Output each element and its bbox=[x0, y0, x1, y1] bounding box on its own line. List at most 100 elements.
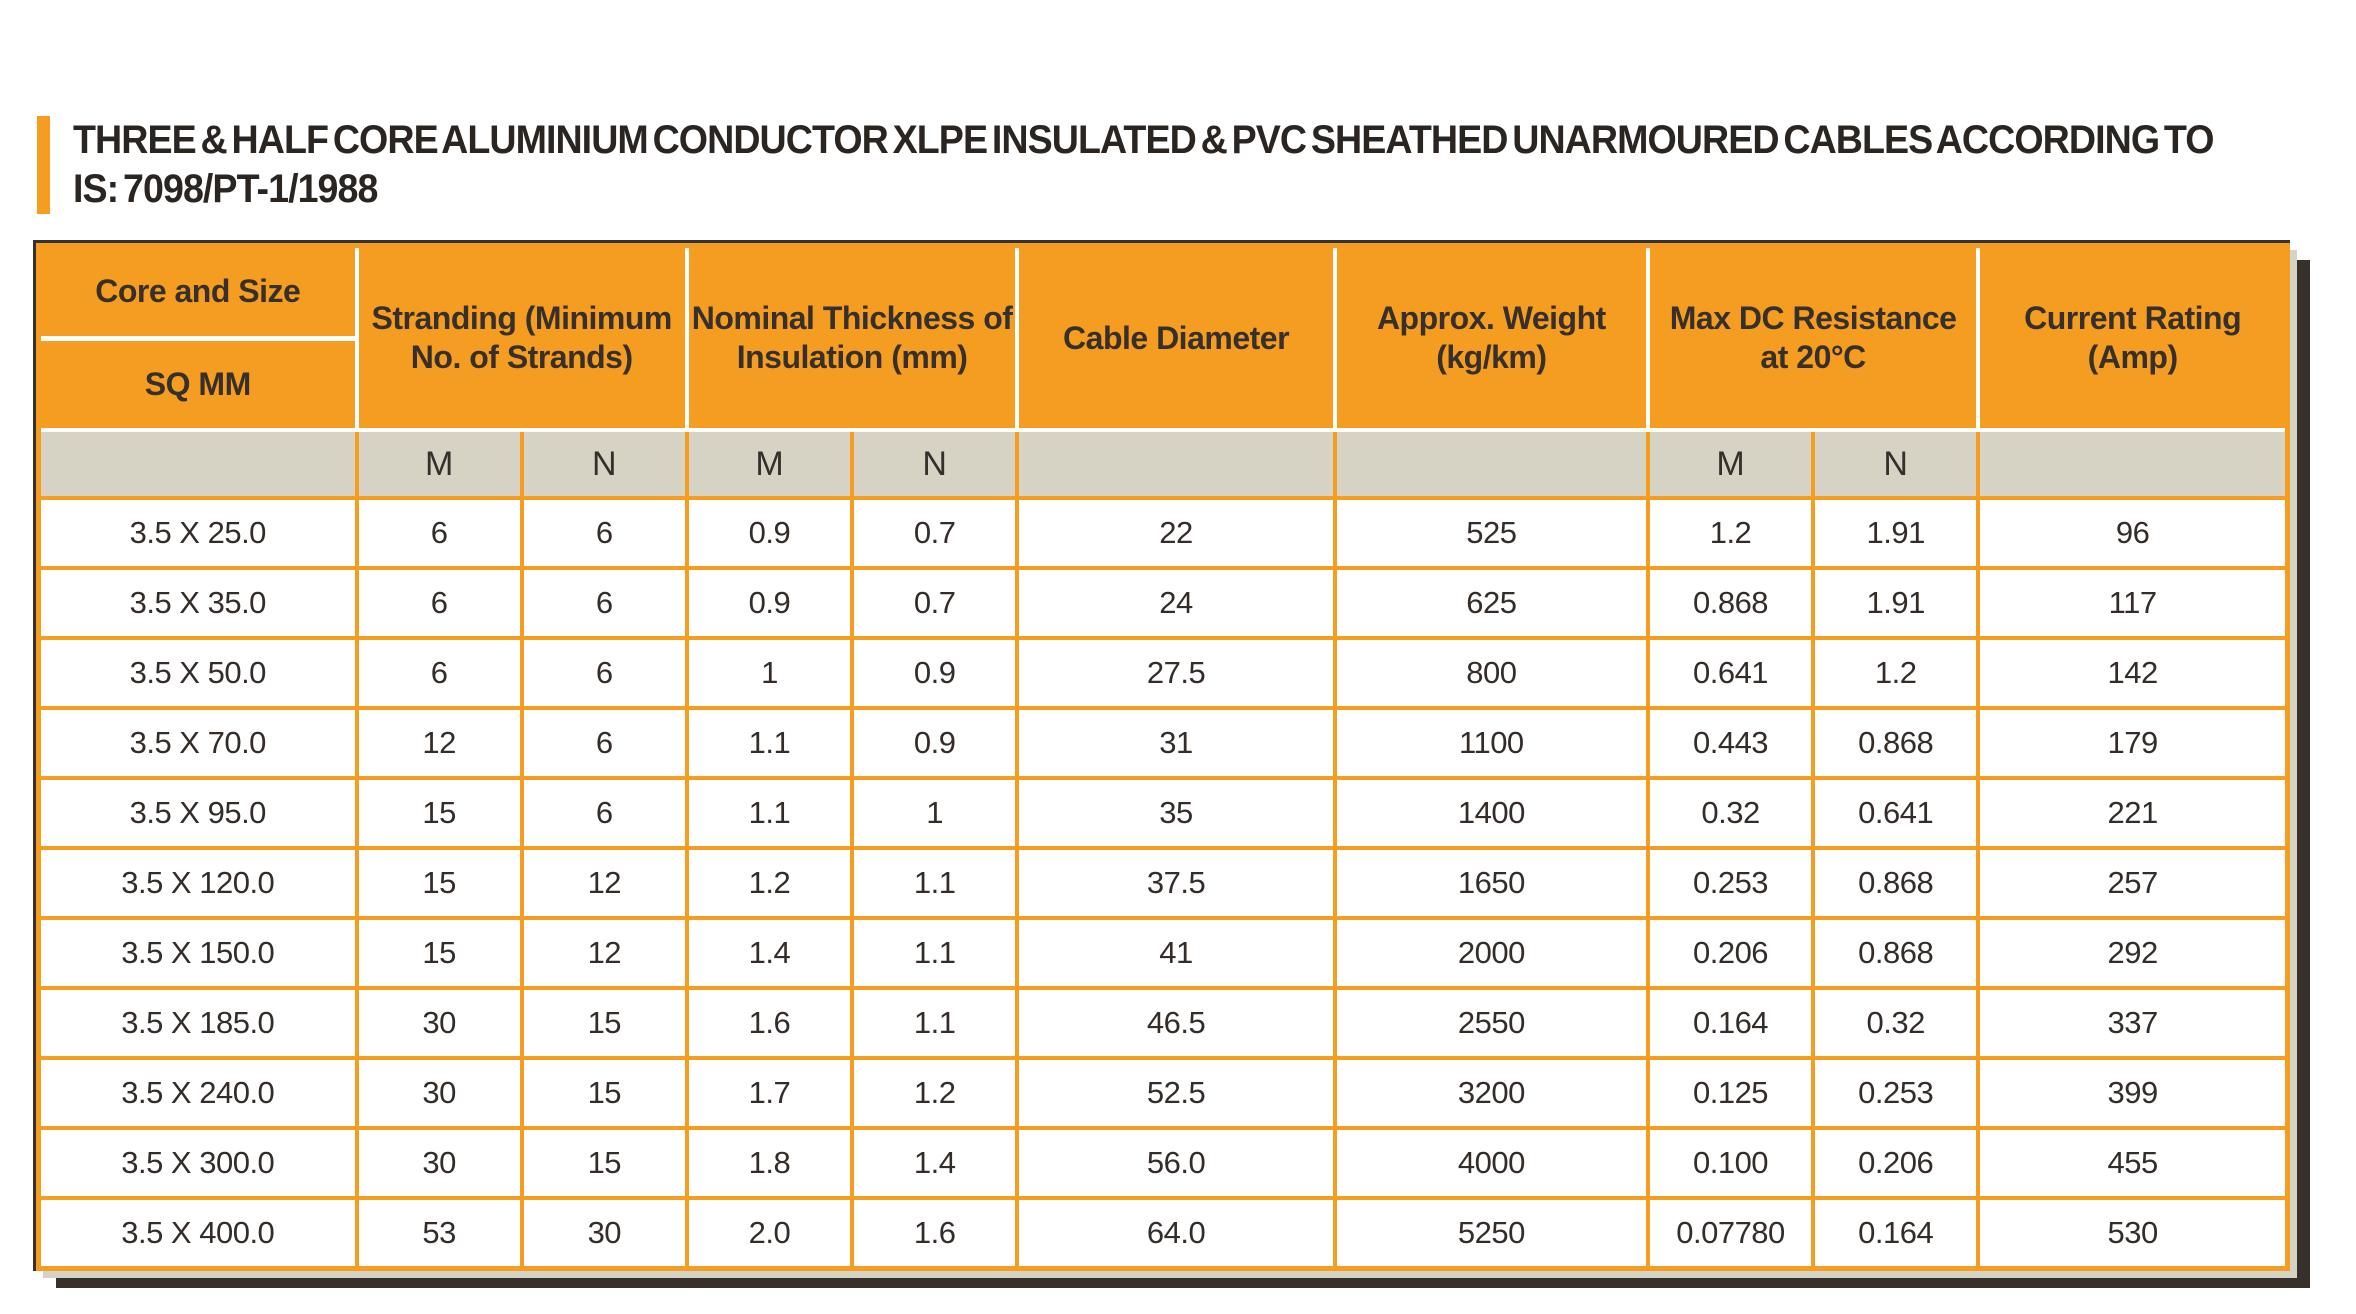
subheader-cell-core bbox=[41, 432, 355, 496]
table-cell: 64.0 bbox=[1019, 1200, 1333, 1266]
header-stranding-line-1: Stranding (Minimum bbox=[371, 300, 673, 336]
table-cell: 0.443 bbox=[1649, 710, 1812, 776]
table-cell: 6 bbox=[523, 710, 685, 776]
table-cell: 15 bbox=[523, 1060, 685, 1126]
table-cell: 5250 bbox=[1336, 1200, 1646, 1266]
table-cell: 800 bbox=[1336, 640, 1646, 706]
table-cell: 1.2 bbox=[1815, 640, 1977, 706]
cable-spec-table: Core and Size SQ MM Stranding (Minimum N… bbox=[33, 240, 2290, 1271]
table-cell: 1.91 bbox=[1815, 570, 1977, 636]
subheader-cell-resistance-n: N bbox=[1815, 432, 1977, 496]
table-cell: 30 bbox=[523, 1200, 685, 1266]
table-cell: 41 bbox=[1019, 920, 1333, 986]
subheader-cell-insulation-m: M bbox=[688, 432, 851, 496]
table-cell: 31 bbox=[1019, 710, 1333, 776]
table-cell: 1650 bbox=[1336, 850, 1646, 916]
table-cell: 96 bbox=[1980, 500, 2285, 566]
table-cell: 6 bbox=[523, 780, 685, 846]
table-cell: 15 bbox=[358, 780, 520, 846]
header-insulation-thickness: Nominal Thickness of Insulation (mm) bbox=[688, 248, 1016, 428]
table-cell: 0.253 bbox=[1649, 850, 1812, 916]
header-resistance-line-2: at 20°C bbox=[1760, 339, 1866, 375]
table-cell: 15 bbox=[358, 850, 520, 916]
table-cell: 1.1 bbox=[854, 990, 1016, 1056]
table-cell: 4000 bbox=[1336, 1130, 1646, 1196]
table-cell: 0.7 bbox=[854, 570, 1016, 636]
table-header-row: Core and Size SQ MM Stranding (Minimum N… bbox=[41, 248, 2285, 432]
table-cell: 52.5 bbox=[1019, 1060, 1333, 1126]
table-cell: 0.868 bbox=[1815, 710, 1977, 776]
table-cell: 3.5 X 150.0 bbox=[41, 920, 355, 986]
table-cell: 12 bbox=[358, 710, 520, 776]
table-cell: 1.91 bbox=[1815, 500, 1977, 566]
table-cell: 27.5 bbox=[1019, 640, 1333, 706]
table-cell: 2550 bbox=[1336, 990, 1646, 1056]
table-cell: 3.5 X 400.0 bbox=[41, 1200, 355, 1266]
title-accent-bar bbox=[37, 116, 50, 214]
table-cell: 0.868 bbox=[1815, 850, 1977, 916]
subheader-cell-stranding-n: N bbox=[523, 432, 685, 496]
table-cell: 1.7 bbox=[688, 1060, 851, 1126]
header-approx-weight-line-2: (kg/km) bbox=[1436, 339, 1547, 375]
table-cell: 3.5 X 25.0 bbox=[41, 500, 355, 566]
table-cell: 142 bbox=[1980, 640, 2285, 706]
subheader-cell-weight bbox=[1336, 432, 1646, 496]
table-cell: 0.9 bbox=[854, 710, 1016, 776]
header-core-and-size-label: Core and Size bbox=[95, 273, 301, 310]
table-cell: 1.1 bbox=[688, 780, 851, 846]
cable-spec-table-outer: Core and Size SQ MM Stranding (Minimum N… bbox=[36, 243, 2290, 1271]
table-body: 3.5 X 25.0 6 6 0.9 0.7 22 525 1.2 1.91 96 3.5 X 35… bbox=[41, 496, 2285, 1266]
table-cell: 0.100 bbox=[1649, 1130, 1812, 1196]
table-cell: 6 bbox=[358, 570, 520, 636]
header-cable-diameter-label: Cable Diameter bbox=[1063, 319, 1290, 356]
table-cell: 1 bbox=[688, 640, 851, 706]
table-cell: 3.5 X 185.0 bbox=[41, 990, 355, 1056]
table-cell: 6 bbox=[358, 500, 520, 566]
table-cell: 1.2 bbox=[688, 850, 851, 916]
table-cell: 3.5 X 300.0 bbox=[41, 1130, 355, 1196]
table-cell: 1.4 bbox=[688, 920, 851, 986]
table-cell: 0.206 bbox=[1649, 920, 1812, 986]
table-cell: 1.2 bbox=[1649, 500, 1812, 566]
table-cell: 12 bbox=[523, 850, 685, 916]
title-block: THREE & HALF CORE ALUMINIUM CONDUCTOR XL… bbox=[37, 116, 2350, 214]
header-stranding: Stranding (Minimum No. of Strands) bbox=[358, 248, 685, 428]
table-cell: 30 bbox=[358, 1130, 520, 1196]
table-cell: 0.164 bbox=[1649, 990, 1812, 1056]
table-cell: 530 bbox=[1980, 1200, 2285, 1266]
table-cell: 3.5 X 95.0 bbox=[41, 780, 355, 846]
table-cell: 2000 bbox=[1336, 920, 1646, 986]
header-approx-weight: Approx. Weight (kg/km) bbox=[1336, 248, 1646, 428]
table-cell: 24 bbox=[1019, 570, 1333, 636]
table-cell: 455 bbox=[1980, 1130, 2285, 1196]
table-cell: 1 bbox=[854, 780, 1016, 846]
header-core-and-size: Core and Size SQ MM bbox=[41, 248, 355, 428]
table-cell: 1.1 bbox=[854, 850, 1016, 916]
table-cell: 0.868 bbox=[1649, 570, 1812, 636]
table-cell: 0.164 bbox=[1815, 1200, 1977, 1266]
table-cell: 179 bbox=[1980, 710, 2285, 776]
table-cell: 35 bbox=[1019, 780, 1333, 846]
table-cell: 0.9 bbox=[688, 500, 851, 566]
table-cell: 12 bbox=[523, 920, 685, 986]
table-cell: 1100 bbox=[1336, 710, 1646, 776]
table-cell: 46.5 bbox=[1019, 990, 1333, 1056]
table-cell: 1.2 bbox=[854, 1060, 1016, 1126]
table-cell: 0.9 bbox=[688, 570, 851, 636]
table-cell: 3.5 X 35.0 bbox=[41, 570, 355, 636]
table-cell: 0.32 bbox=[1815, 990, 1977, 1056]
subheader-cell-current bbox=[1980, 432, 2285, 496]
table-cell: 399 bbox=[1980, 1060, 2285, 1126]
table-cell: 1.1 bbox=[854, 920, 1016, 986]
header-current-rating-line-1: Current Rating bbox=[2024, 300, 2242, 336]
table-cell: 1400 bbox=[1336, 780, 1646, 846]
table-cell: 0.253 bbox=[1815, 1060, 1977, 1126]
page-title: THREE & HALF CORE ALUMINIUM CONDUCTOR XL… bbox=[73, 116, 2215, 214]
table-cell: 53 bbox=[358, 1200, 520, 1266]
subheader-cell-resistance-m: M bbox=[1649, 432, 1812, 496]
table-cell: 30 bbox=[358, 990, 520, 1056]
header-resistance-line-1: Max DC Resistance bbox=[1669, 300, 1957, 336]
table-cell: 3200 bbox=[1336, 1060, 1646, 1126]
table-cell: 257 bbox=[1980, 850, 2285, 916]
